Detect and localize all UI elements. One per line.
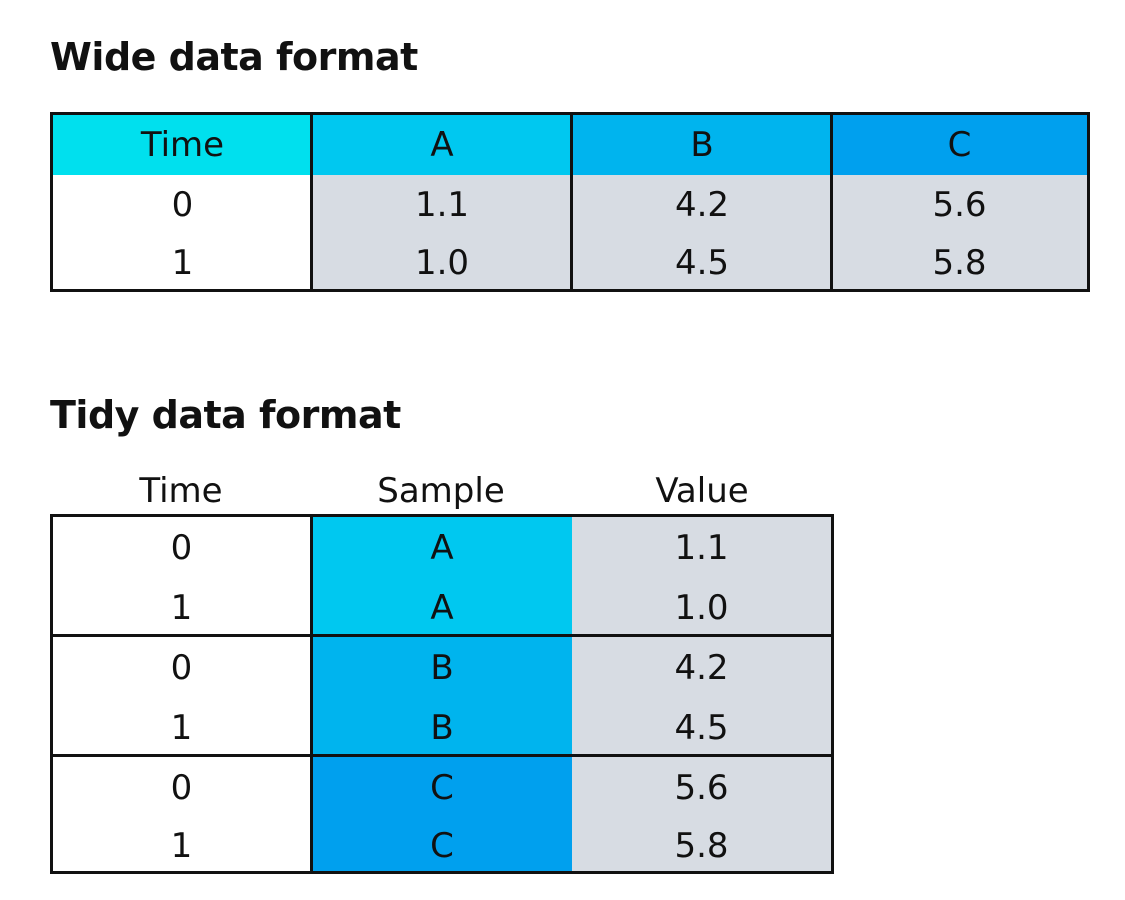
sample-a-block — [312, 517, 572, 635]
tidy-cell-sample: A — [430, 588, 454, 628]
tidy-header-sample: Sample — [377, 471, 505, 511]
tidy-cell-value: 1.0 — [674, 588, 729, 628]
wide-cell-time: 1 — [171, 243, 194, 283]
column-divider — [570, 115, 573, 289]
tidy-cell-time: 1 — [170, 588, 193, 628]
column-divider — [310, 115, 313, 289]
wide-value-area — [312, 175, 1087, 289]
wide-header-time: Time — [53, 115, 312, 175]
tidy-cell-sample: B — [430, 648, 454, 688]
wide-cell-a: 1.1 — [414, 185, 470, 225]
tidy-cell-value: 1.1 — [674, 528, 729, 568]
tidy-cell-time: 0 — [170, 768, 193, 808]
sample-c-block — [312, 755, 572, 871]
tidy-cell-time: 1 — [170, 826, 193, 866]
wide-cell-a: 1.0 — [414, 243, 470, 283]
tidy-cell-value: 5.6 — [674, 768, 729, 808]
wide-header-a: A — [312, 115, 572, 175]
wide-cell-c: 5.6 — [932, 185, 987, 225]
tidy-cell-sample: A — [430, 528, 454, 568]
group-divider — [53, 754, 831, 757]
value-column-block — [572, 517, 831, 871]
wide-format-title: Wide data format — [50, 35, 418, 79]
tidy-cell-value: 4.5 — [674, 708, 729, 748]
tidy-header-value: Value — [655, 471, 749, 511]
tidy-cell-sample: C — [430, 826, 454, 866]
tidy-cell-time: 1 — [170, 708, 193, 748]
wide-format-table: Time A B C 0 1.1 4.2 5.6 1 1.0 4.5 5.8 — [50, 112, 1090, 292]
wide-cell-time: 0 — [171, 185, 194, 225]
group-divider — [53, 634, 831, 637]
wide-cell-b: 4.5 — [674, 243, 730, 283]
column-divider — [830, 115, 833, 289]
tidy-cell-sample: B — [430, 708, 454, 748]
column-divider — [310, 517, 313, 871]
tidy-cell-sample: C — [430, 768, 454, 808]
tidy-cell-value: 4.2 — [674, 648, 729, 688]
wide-cell-b: 4.2 — [674, 185, 730, 225]
wide-header-b: B — [572, 115, 832, 175]
column-divider — [831, 517, 834, 871]
tidy-header-time: Time — [139, 471, 223, 511]
tidy-cell-time: 0 — [170, 648, 193, 688]
tidy-format-title: Tidy data format — [50, 393, 401, 437]
sample-b-block — [312, 635, 572, 755]
tidy-cell-time: 0 — [170, 528, 193, 568]
tidy-cell-value: 5.8 — [674, 826, 729, 866]
tidy-format-table: 0 A 1.1 1 A 1.0 0 B 4.2 1 B 4.5 0 C 5.6 … — [50, 514, 834, 874]
wide-cell-c: 5.8 — [932, 243, 987, 283]
wide-header-c: C — [832, 115, 1087, 175]
